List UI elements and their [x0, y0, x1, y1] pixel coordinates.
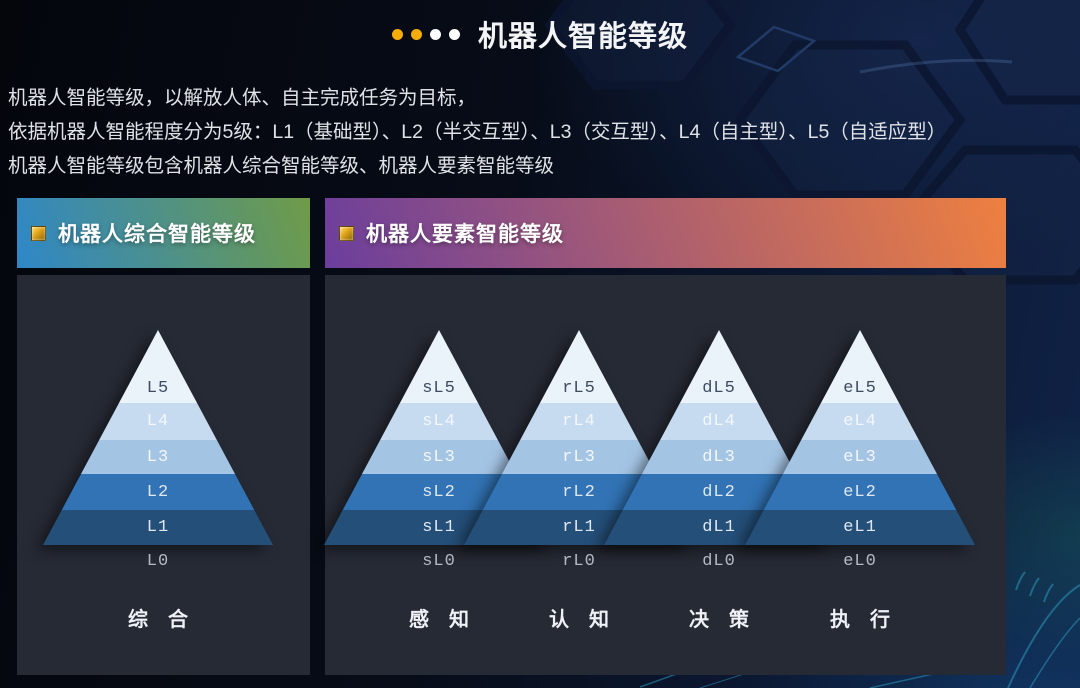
panel-header-comprehensive: 机器人综合智能等级: [17, 198, 310, 268]
hexagon-pattern: [544, 0, 1080, 285]
pyramid-execution: eL5 eL4 eL3 eL2 eL1 eL0 执行: [745, 330, 975, 631]
intro-line-2: 依据机器人智能程度分为5级：L1（基础型）、L2（半交互型）、L3（交互型）、L…: [8, 121, 947, 143]
title-dot: [448, 28, 460, 40]
pyramid-category-label: 决策: [689, 609, 769, 631]
pyramid-base-label: rL0: [562, 552, 596, 571]
page-title: 机器人智能等级: [477, 21, 688, 53]
pyramid-layer-L5: L5: [43, 330, 273, 403]
diamond-outline: [735, 25, 817, 73]
pyramid-layer-L4: L4: [43, 403, 273, 440]
pyramid-layer-eL4: eL4: [745, 403, 975, 440]
panel-header-elements: 机器人要素智能等级: [325, 198, 1006, 268]
pyramid-layer-eL5: eL5: [745, 330, 975, 403]
pyramid-category-label: 综合: [128, 609, 208, 631]
intro-line-3: 机器人智能等级包含机器人综合智能等级、机器人要素智能等级: [8, 155, 555, 177]
panel-body-comprehensive: L5 L4 L3 L2 L1 L0 综合: [17, 275, 310, 675]
gold-square-bullet-icon: [339, 225, 354, 241]
pyramid-cognition: rL5 rL4 rL3 rL2 rL1 rL0 认知: [464, 330, 694, 631]
title-bar: 机器人智能等级: [0, 10, 1080, 58]
pyramid-category-label: 执行: [830, 609, 910, 631]
pyramid-category-label: 感知: [409, 609, 489, 631]
title-dot: [391, 28, 403, 40]
intro-text: 机器人智能等级，以解放人体、自主完成任务为目标， 依据机器人智能程度分为5级：L…: [8, 81, 946, 183]
pyramid-base-label: sL0: [422, 552, 456, 571]
gold-square-bullet-icon: [31, 225, 46, 241]
title-dots: [391, 28, 460, 40]
pyramid-shape: eL5 eL4 eL3 eL2 eL1: [745, 330, 975, 545]
light-streak: [859, 58, 1013, 74]
pyramid-base-label: L0: [146, 552, 170, 571]
pyramid-base-label: eL0: [843, 552, 877, 571]
panel-header-label: 机器人综合智能等级: [58, 223, 256, 246]
pyramid-layer-L1: L1: [43, 510, 273, 545]
pyramid-layer-L3: L3: [43, 440, 273, 474]
pyramid-shape: L5 L4 L3 L2 L1: [43, 330, 273, 545]
panel-body-elements: sL5 sL4 sL3 sL2 sL1 sL0 感知 rL5 rL4 rL3 rL2 rL1 rL0 认知…: [324, 275, 1006, 675]
title-dot: [410, 28, 422, 40]
pyramid-layer-eL1: eL1: [745, 510, 975, 545]
title-dot: [429, 28, 441, 40]
pyramid-layer-L2: L2: [43, 474, 273, 510]
intro-line-1: 机器人智能等级，以解放人体、自主完成任务为目标，: [8, 87, 477, 109]
pyramid-comprehensive: L5 L4 L3 L2 L1 L0 综合: [43, 330, 273, 631]
pyramid-category-label: 认知: [549, 609, 629, 631]
pyramid-shape: rL5 rL4 rL3 rL2 rL1: [464, 330, 694, 545]
panel-header-label: 机器人要素智能等级: [366, 223, 564, 246]
pyramid-layer-eL2: eL2: [745, 474, 975, 510]
pyramid-layer-eL3: eL3: [745, 440, 975, 474]
pyramid-base-label: dL0: [702, 552, 736, 571]
